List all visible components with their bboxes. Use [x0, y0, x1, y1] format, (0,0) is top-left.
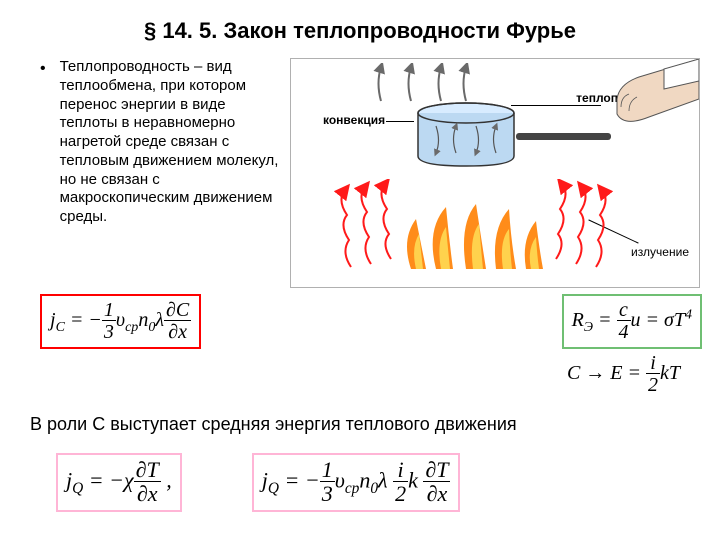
definition-text: Теплопроводность – вид теплообмена, при … [60, 58, 280, 227]
mid-formula-row: jC = −13υсрn0λ∂C∂x RЭ = c4u = σT4 [0, 288, 720, 349]
radiation-right-icon [546, 179, 626, 269]
fire-icon [391, 199, 561, 274]
formula-jc: jC = −13υсрn0λ∂C∂x [40, 294, 201, 349]
sentence-c-role: В роли С выступает средняя энергия тепло… [0, 396, 720, 435]
definition-column: • Теплопроводность – вид теплообмена, пр… [40, 58, 280, 288]
convection-arrows-icon [366, 63, 476, 103]
formula-jq1: jQ = −χ∂T∂x , [56, 453, 182, 512]
ce-formula-row: C → E = i2kT [0, 349, 720, 396]
formula-re: RЭ = c4u = σT4 [562, 294, 702, 349]
formula-ce: C → E = i2kT [567, 353, 680, 396]
radiation-left-icon [331, 179, 401, 269]
label-radiation: излучение [631, 245, 689, 259]
label-convection: конвекция [323, 113, 385, 127]
heat-transfer-diagram: конвекция теплопроводность излучение [290, 58, 700, 288]
hand-icon [579, 59, 699, 139]
bullet-icon: • [40, 60, 46, 78]
bottom-formula-row: jQ = −χ∂T∂x , jQ = −13υсрn0λ i2k ∂T∂x [0, 435, 720, 512]
formula-jq2: jQ = −13υсрn0λ i2k ∂T∂x [252, 453, 461, 512]
section-title: § 14. 5. Закон теплопроводности Фурье [0, 18, 720, 44]
pot-icon [416, 101, 516, 171]
content-row: • Теплопроводность – вид теплообмена, пр… [0, 44, 720, 288]
leader-convection [386, 121, 414, 122]
